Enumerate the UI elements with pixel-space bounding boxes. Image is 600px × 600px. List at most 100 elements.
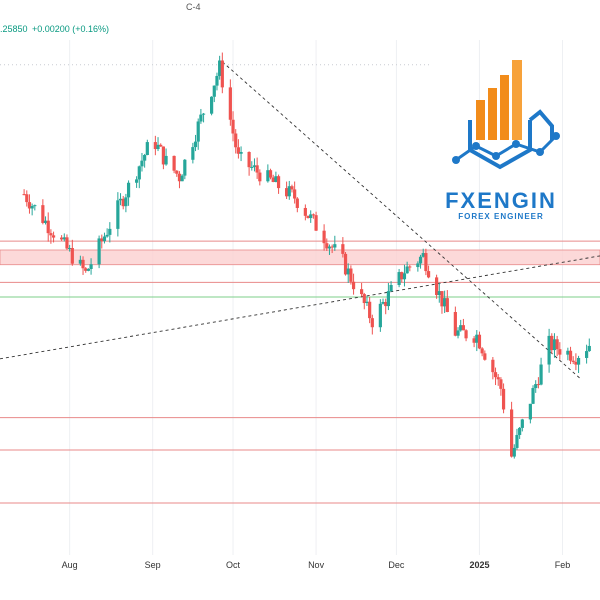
candle-body	[566, 350, 570, 355]
candle-body	[196, 121, 200, 142]
candle-body	[49, 233, 53, 236]
logo-name: FXENGIN	[445, 188, 557, 213]
candle-body	[293, 189, 297, 199]
candle-body	[341, 244, 345, 254]
candle-body	[62, 237, 66, 240]
candle-body	[384, 301, 388, 307]
candle-body	[501, 388, 506, 410]
candle-body	[199, 114, 203, 122]
candle-body	[285, 188, 289, 197]
candle-body	[491, 359, 495, 373]
candle-body	[276, 176, 281, 189]
candle-body	[585, 351, 589, 358]
candle-body	[105, 234, 109, 237]
candle-body	[46, 220, 50, 234]
candle-body	[424, 253, 428, 272]
candle-body	[512, 447, 516, 457]
candle-body	[89, 264, 93, 269]
candle-body	[164, 155, 168, 165]
candle-body	[140, 160, 144, 167]
candle-body	[65, 237, 69, 249]
candle-body	[531, 388, 535, 404]
candle-body	[201, 113, 206, 115]
logo-hexagon-right	[528, 109, 554, 140]
candle-body	[81, 259, 85, 269]
candle-body	[515, 434, 519, 448]
candle-body	[475, 334, 479, 343]
candle-body	[126, 182, 131, 198]
candle-body	[236, 147, 240, 154]
candle-body	[172, 155, 176, 171]
resistance-zone	[0, 249, 600, 266]
candle-body	[405, 266, 409, 274]
candle-body	[402, 273, 407, 280]
candle-body	[440, 291, 444, 307]
candle-body	[461, 325, 465, 331]
candle-body	[108, 228, 112, 235]
candle-body	[314, 215, 318, 231]
logo-node	[552, 132, 560, 140]
candle-body	[250, 166, 254, 168]
downtrend-line	[222, 61, 582, 380]
candle-body	[365, 301, 369, 304]
candle-body	[212, 85, 216, 97]
candle-body	[97, 238, 101, 265]
trend-lines-layer	[0, 61, 600, 380]
candle-body	[156, 144, 160, 150]
candle-body	[191, 147, 195, 160]
candle-body	[368, 301, 372, 319]
candle-body	[43, 220, 48, 223]
candle-body	[534, 384, 538, 389]
logo-node	[452, 156, 460, 164]
candle-body	[220, 60, 224, 88]
candle-body	[480, 348, 484, 354]
candle-body	[68, 247, 72, 249]
candle-body	[550, 335, 554, 351]
candle-body	[520, 419, 524, 428]
x-tick-label: Nov	[308, 560, 325, 570]
logo-bar-1	[476, 100, 485, 140]
candle-body	[453, 311, 457, 336]
candle-body	[445, 298, 449, 312]
candle-body	[518, 427, 522, 435]
candle-body	[268, 170, 273, 178]
candle-body	[121, 198, 125, 207]
candle-body	[145, 142, 149, 156]
logo-hexagon	[468, 120, 532, 170]
candle-body	[309, 214, 313, 219]
candle-body	[327, 246, 332, 249]
candle-body	[408, 266, 412, 268]
candle-body	[137, 166, 141, 180]
candle-body	[215, 75, 219, 86]
candle-body	[483, 353, 487, 360]
logo-bar-3	[500, 75, 509, 140]
candle-body	[274, 176, 278, 183]
candle-body	[102, 236, 107, 242]
candle-body	[153, 142, 157, 150]
x-axis: Aug Sep Oct Nov Dec 2025 Feb	[62, 560, 571, 570]
candle-body	[456, 330, 460, 336]
candle-body	[568, 350, 573, 361]
candle-body	[426, 271, 431, 278]
x-tick-label: Aug	[62, 560, 78, 570]
candle-body	[587, 345, 591, 352]
candle-body	[218, 60, 222, 76]
candle-body	[311, 214, 315, 216]
candle-body	[322, 230, 326, 244]
candle-body	[161, 146, 165, 165]
candle-body	[435, 277, 439, 296]
candle-body	[370, 318, 374, 328]
logo-bar-4	[512, 60, 522, 140]
candle-body	[118, 198, 123, 201]
candle-body	[255, 165, 259, 173]
x-tick-label: Sep	[145, 560, 161, 570]
candle-body	[22, 194, 26, 196]
symbol-suffix: C-4	[186, 2, 201, 12]
candle-body	[258, 172, 262, 182]
candle-body	[33, 205, 37, 207]
candle-body	[510, 409, 514, 457]
candle-body	[459, 325, 463, 331]
candle-body	[210, 96, 214, 114]
candle-body	[493, 372, 498, 378]
